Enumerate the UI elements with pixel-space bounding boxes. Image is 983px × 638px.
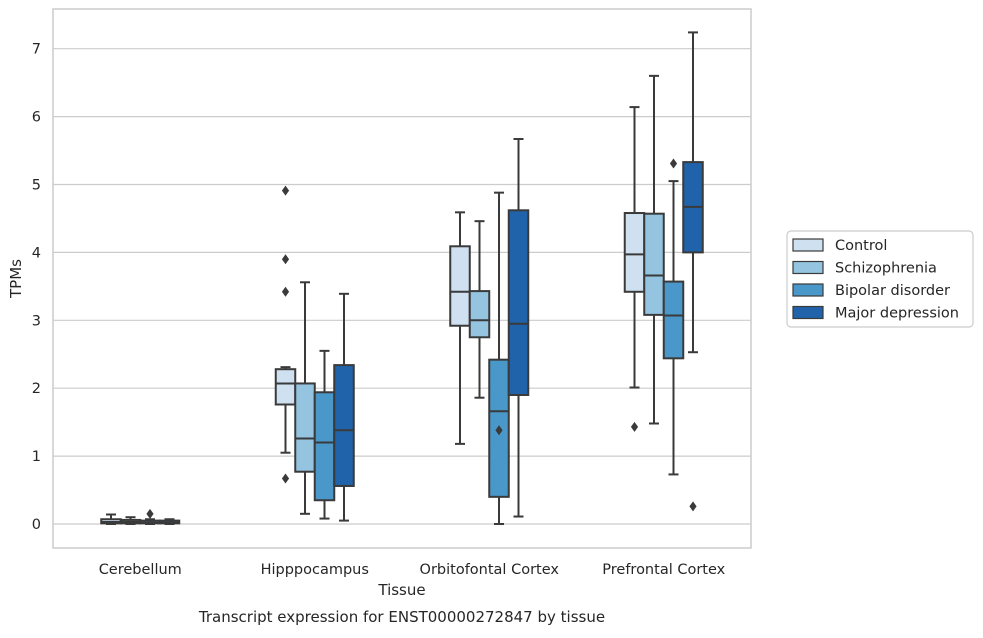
- box-element: [488, 191, 510, 525]
- figure-caption: Transcript expression for ENST0000027284…: [198, 608, 605, 626]
- x-axis-label: Tissue: [377, 581, 425, 599]
- y-tick-label: 0: [32, 517, 41, 533]
- y-tick-label: 6: [32, 110, 41, 126]
- y-tick-label: 7: [32, 42, 41, 58]
- outlier-point: [669, 158, 678, 169]
- outlier-point: [281, 286, 290, 297]
- legend-swatch: [792, 305, 824, 320]
- outlier-point: [281, 254, 290, 265]
- box-element: [468, 220, 491, 399]
- box-element: [682, 31, 704, 512]
- outlier-point: [630, 421, 639, 432]
- legend-label: Major depression: [835, 306, 959, 322]
- box-element: [139, 508, 161, 525]
- legend-label: Bipolar disorder: [835, 283, 950, 299]
- legend-swatch: [792, 283, 824, 297]
- box-element: [623, 106, 646, 432]
- y-tick-label: 5: [32, 178, 41, 194]
- box-body: [294, 382, 316, 473]
- legend-label: Schizophrenia: [835, 261, 937, 277]
- boxes-layer: [100, 31, 704, 525]
- y-tick-labels: 0 1 2 3 4 5 6 7: [32, 42, 41, 533]
- legend-swatch: [792, 260, 824, 275]
- box-element: [333, 292, 355, 522]
- box-element: [662, 158, 685, 476]
- box-element: [100, 513, 122, 525]
- y-tick-label: 4: [32, 245, 41, 261]
- outlier-point: [281, 473, 290, 484]
- box-body: [623, 212, 646, 293]
- box-body: [313, 391, 336, 502]
- box-element: [294, 281, 316, 515]
- legend-label: Control: [835, 238, 887, 254]
- x-tick-label: Prefrontal Cortex: [602, 562, 725, 578]
- box-element: [274, 185, 297, 484]
- legend-swatch: [792, 238, 824, 252]
- box-element: [507, 138, 530, 518]
- box-body: [274, 368, 297, 406]
- outlier-point: [495, 425, 503, 436]
- y-tick-label: 3: [32, 313, 41, 329]
- box-element: [643, 74, 665, 425]
- x-tick-label: Cerebellum: [99, 562, 182, 578]
- box-element: [449, 211, 471, 445]
- x-tick-label: Hipppocampus: [261, 562, 369, 578]
- box-body: [449, 245, 471, 327]
- box-element: [313, 349, 336, 520]
- legend: Control Schizophrenia Bipolar disorder Majo…: [786, 230, 974, 328]
- box-element: [158, 518, 181, 525]
- y-axis-label: TPMs: [7, 259, 25, 299]
- x-tick-labels: Cerebellum Hipppocampus Orbitofontal Corte…: [99, 562, 726, 578]
- box-body: [468, 290, 491, 339]
- box-body: [333, 364, 355, 487]
- outlier-point: [689, 501, 697, 512]
- box-body: [662, 280, 685, 360]
- outlier-point: [146, 508, 154, 519]
- box-body: [507, 209, 530, 396]
- outlier-point: [281, 185, 290, 196]
- grid-lines: [53, 48, 751, 525]
- y-tick-label: 1: [32, 449, 41, 465]
- x-tick-label: Orbitofontal Cortex: [420, 562, 560, 578]
- box-element: [119, 516, 142, 525]
- box-body: [643, 212, 665, 316]
- y-tick-label: 2: [32, 381, 41, 397]
- plot-frame: [52, 8, 752, 549]
- legend-box: [786, 230, 974, 328]
